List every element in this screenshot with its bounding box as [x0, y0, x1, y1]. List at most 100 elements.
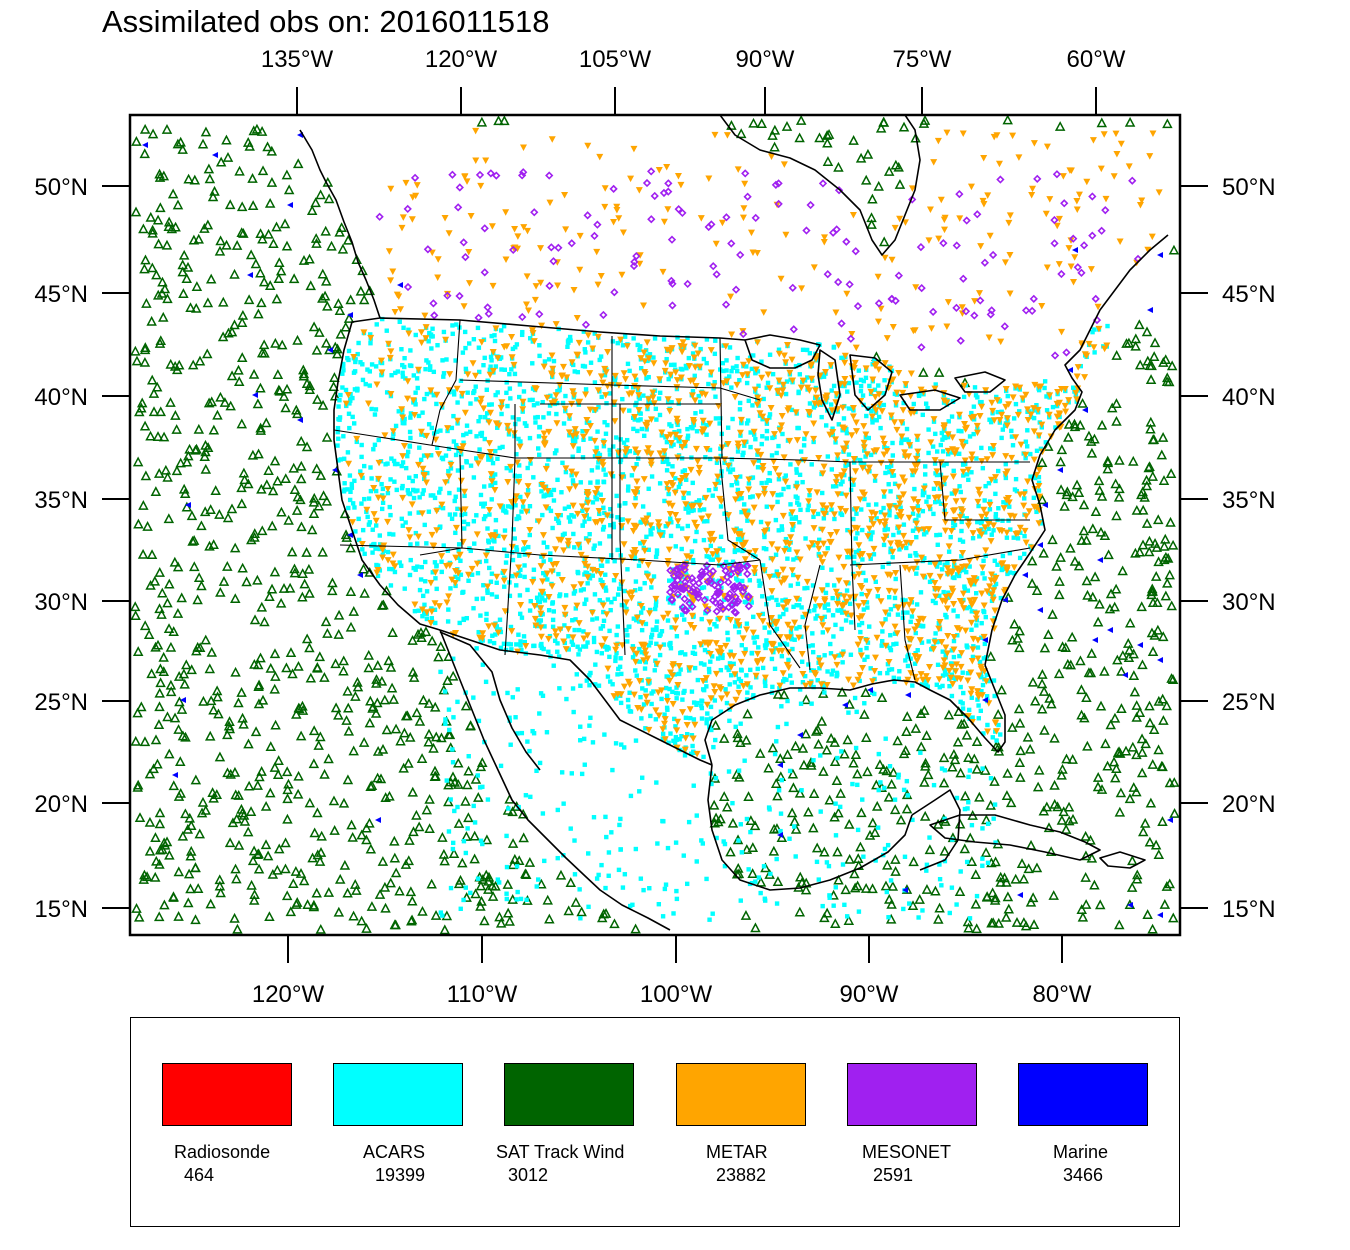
acars-marker — [663, 685, 669, 691]
acars-marker — [942, 481, 947, 487]
acars-marker — [884, 889, 890, 895]
acars-marker — [551, 487, 557, 493]
acars-marker — [366, 496, 372, 501]
acars-marker — [575, 644, 580, 649]
acars-marker — [729, 482, 734, 488]
acars-marker — [485, 526, 490, 531]
acars-marker — [829, 672, 834, 677]
acars-marker — [690, 351, 696, 356]
acars-marker — [831, 903, 836, 908]
acars-marker — [447, 727, 452, 733]
sat-track-wind-marker — [293, 660, 304, 671]
acars-marker — [858, 460, 864, 466]
sat-track-wind-marker — [922, 769, 934, 780]
metar-marker — [644, 445, 652, 452]
acars-marker — [863, 375, 869, 381]
acars-marker — [464, 431, 469, 436]
sat-track-wind-marker — [1083, 430, 1095, 441]
sat-track-wind-marker — [756, 118, 767, 128]
metar-marker — [958, 650, 966, 657]
sat-track-wind-marker — [878, 236, 890, 247]
metar-marker — [974, 655, 982, 663]
sat-track-wind-marker — [1139, 817, 1151, 828]
acars-marker — [892, 679, 897, 684]
acars-marker — [540, 596, 545, 601]
acars-marker — [694, 529, 699, 535]
sat-track-wind-marker — [185, 883, 196, 894]
sat-track-wind-marker — [481, 834, 493, 845]
acars-marker — [547, 403, 553, 408]
acars-marker — [761, 546, 767, 551]
acars-marker — [565, 344, 570, 349]
sat-track-wind-marker — [1071, 479, 1083, 490]
acars-marker — [502, 508, 508, 514]
sat-track-wind-marker — [883, 791, 895, 802]
sat-track-wind-marker — [146, 315, 157, 326]
acars-marker — [936, 499, 941, 504]
sat-track-wind-marker — [1144, 836, 1156, 847]
acars-marker — [960, 539, 966, 544]
acars-marker — [345, 487, 350, 492]
metar-marker — [749, 629, 757, 637]
sat-track-wind-marker — [215, 887, 226, 898]
sat-track-wind-marker — [812, 724, 824, 735]
sat-track-wind-marker — [1112, 654, 1123, 665]
acars-marker — [632, 553, 637, 558]
sat-track-wind-marker — [776, 832, 788, 842]
acars-marker — [951, 675, 957, 681]
acars-marker — [527, 435, 533, 441]
acars-marker — [787, 547, 792, 552]
acars-marker — [696, 393, 701, 399]
acars-marker — [922, 556, 927, 561]
acars-marker — [674, 633, 680, 639]
sat-track-wind-marker — [286, 546, 298, 557]
acars-marker — [580, 428, 585, 434]
acars-marker — [987, 507, 993, 512]
sat-track-wind-marker — [313, 500, 325, 511]
acars-marker — [379, 372, 384, 378]
acars-marker — [793, 494, 798, 499]
sat-track-wind-marker — [1145, 797, 1157, 808]
acars-marker — [431, 393, 437, 398]
acars-marker — [878, 425, 883, 431]
acars-marker — [637, 646, 642, 652]
sat-track-wind-marker — [433, 651, 444, 662]
acars-marker — [863, 454, 868, 459]
acars-marker — [641, 887, 646, 893]
sat-track-wind-marker — [1105, 588, 1117, 599]
sat-track-wind-marker — [985, 799, 996, 810]
acars-marker — [948, 534, 953, 540]
acars-marker — [631, 336, 636, 341]
acars-marker — [904, 437, 910, 442]
sat-track-wind-marker — [320, 616, 332, 627]
acars-marker — [729, 385, 734, 390]
acars-marker — [495, 390, 500, 395]
metar-marker — [663, 698, 671, 705]
acars-marker — [584, 678, 590, 683]
metar-marker — [438, 501, 446, 509]
acars-marker — [622, 334, 628, 339]
acars-marker — [688, 715, 693, 721]
acars-marker — [838, 482, 844, 487]
acars-marker — [833, 801, 838, 806]
acars-marker — [647, 886, 652, 891]
sat-track-wind-marker — [259, 616, 270, 627]
acars-marker — [513, 503, 518, 508]
acars-marker — [508, 396, 513, 401]
sat-track-wind-marker — [795, 115, 807, 125]
acars-marker — [760, 563, 766, 568]
metar-marker — [564, 541, 572, 548]
sat-track-wind-marker — [161, 123, 173, 134]
acars-marker — [708, 704, 714, 710]
acars-marker — [438, 669, 443, 675]
sat-track-wind-marker — [253, 698, 265, 709]
acars-marker — [603, 431, 609, 436]
acars-marker — [845, 389, 850, 394]
sat-track-wind-marker — [1129, 686, 1141, 697]
sat-track-wind-marker — [202, 219, 214, 230]
acars-marker — [672, 362, 677, 367]
acars-marker — [533, 420, 538, 425]
metar-marker — [666, 408, 674, 415]
acars-marker — [362, 551, 367, 557]
metar-marker — [486, 448, 494, 456]
